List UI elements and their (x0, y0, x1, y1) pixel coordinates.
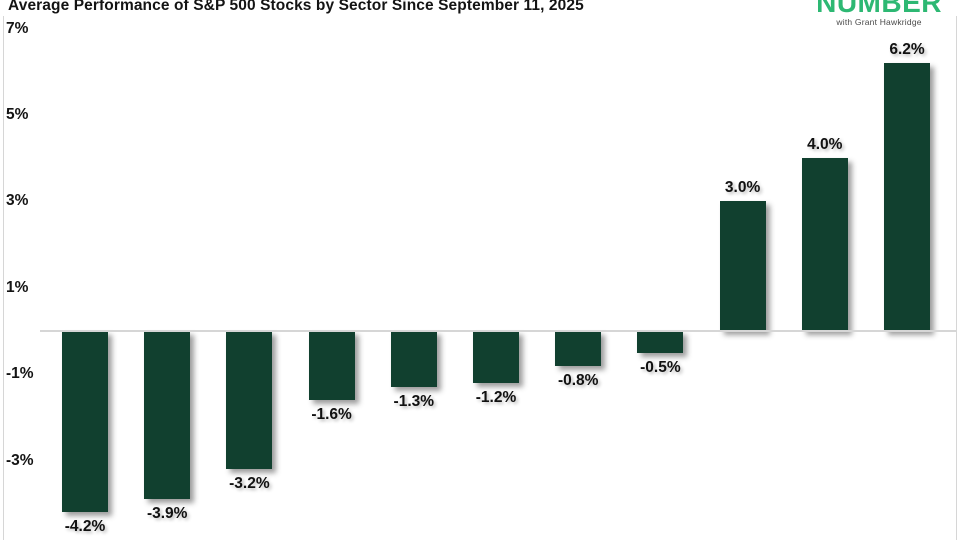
brand-logo: NUMBER with Grant Hawkridge (816, 0, 942, 27)
bar-value-label: -0.5% (640, 358, 681, 376)
bar-value-label: -3.9% (146, 505, 188, 523)
bar-value-label: 6.2% (889, 41, 925, 59)
right-axis-spine (956, 16, 957, 540)
y-axis-tick-label: -1% (6, 365, 34, 383)
bar (62, 331, 108, 513)
bar (884, 63, 930, 331)
y-axis-tick-label: 5% (6, 106, 29, 123)
y-axis-tick-label: 3% (6, 192, 29, 210)
bar (473, 331, 519, 383)
bar (637, 331, 684, 353)
bar-value-label: -4.2% (64, 518, 106, 536)
bar (144, 331, 191, 500)
y-axis-tick-label: 7% (6, 19, 29, 37)
bar-value-label: -0.8% (557, 371, 599, 389)
bar (390, 331, 437, 388)
y-axis-tick-label: -3% (6, 451, 34, 469)
bar (801, 158, 848, 331)
zero-baseline (40, 330, 956, 332)
brand-logo-text: NUMBER (816, 0, 942, 18)
bar-value-label: -1.6% (311, 406, 352, 424)
chart-title: Average Performance of S&P 500 Stocks by… (8, 0, 584, 14)
bar (719, 201, 766, 331)
bar (226, 331, 273, 470)
brand-tagline: with Grant Hawkridge (836, 17, 922, 27)
bar-value-label: -1.3% (393, 393, 435, 411)
bar-value-label: -3.2% (229, 475, 270, 493)
bar-value-label: -1.2% (475, 388, 517, 406)
y-axis-tick-label: 1% (6, 278, 29, 296)
bar-value-label: 3.0% (724, 179, 761, 197)
bar (308, 331, 355, 401)
bar (555, 331, 602, 366)
bar-value-label: 4.0% (807, 136, 843, 154)
left-axis-spine (3, 16, 4, 540)
